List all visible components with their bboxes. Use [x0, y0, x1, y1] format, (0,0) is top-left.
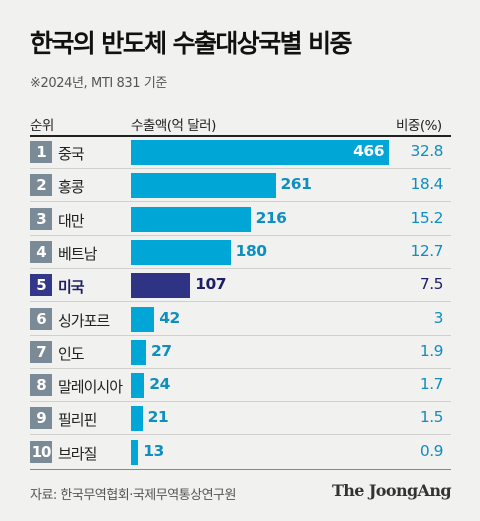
table-row: 7 인도 27 1.9 — [30, 336, 451, 369]
rank-badge: 1 — [30, 141, 52, 163]
header-rank: 순위 — [30, 118, 54, 134]
value-label: 42 — [159, 308, 180, 327]
share-label: 1.7 — [419, 375, 444, 394]
value-label: 24 — [149, 375, 170, 394]
header-share: 비중(%) — [396, 118, 442, 134]
rank-badge: 2 — [30, 174, 52, 197]
share-label: 3 — [433, 308, 444, 327]
country-label: 브라질 — [58, 444, 97, 463]
row-divider — [30, 267, 451, 269]
rank-badge: 8 — [30, 374, 52, 397]
country-label: 대만 — [58, 211, 85, 230]
table-row: 5 미국 107 7.5 — [30, 269, 451, 303]
table-row: 2 홍콩 261 18.4 — [30, 169, 451, 203]
share-label: 12.7 — [410, 241, 443, 260]
chart-subtitle: ※2024년, MTI 831 기준 — [30, 76, 167, 91]
value-label: 21 — [147, 408, 169, 427]
bottom-rule — [30, 469, 451, 470]
rank-badge: 7 — [30, 340, 52, 363]
row-divider — [30, 168, 451, 169]
country-label: 홍콩 — [58, 178, 85, 197]
chart-title: 한국의 반도체 수출대상국별 비중 — [30, 29, 353, 58]
header-rule — [30, 135, 451, 137]
rank-badge: 10 — [30, 440, 52, 463]
row-divider — [30, 301, 451, 303]
rank-badge: 3 — [30, 207, 52, 230]
row-divider — [30, 367, 451, 369]
country-label: 말레이시아 — [58, 378, 123, 397]
publisher-logo: The JoongAng — [331, 481, 452, 500]
country-label: 필리핀 — [58, 411, 97, 430]
source-note: 자료: 한국무역협회·국제무역통상연구원 — [30, 488, 236, 503]
row-divider — [30, 234, 451, 236]
value-label: 180 — [235, 241, 267, 260]
rank-badge: 9 — [30, 407, 52, 430]
country-label: 미국 — [58, 278, 85, 297]
value-label: 13 — [143, 441, 164, 460]
share-label: 1.5 — [419, 408, 444, 427]
share-label: 32.8 — [410, 142, 443, 160]
rank-badge: 5 — [30, 274, 52, 297]
row-divider — [30, 401, 451, 403]
bar — [131, 306, 155, 332]
bar — [131, 239, 231, 265]
value-label: 107 — [195, 275, 227, 294]
bar — [131, 373, 145, 399]
country-label: 베트남 — [58, 244, 97, 263]
table-row: 8 말레이시아 24 1.7 — [30, 369, 451, 403]
table-row: 9 필리핀 21 1.5 — [30, 402, 451, 436]
header-export-value: 수출액(억 달러) — [131, 118, 216, 134]
bar — [131, 439, 139, 465]
share-label: 15.2 — [410, 208, 443, 227]
row-divider — [30, 434, 451, 436]
bar — [131, 173, 276, 199]
table-row: 1 중국 466 32.8 — [30, 136, 451, 169]
row-divider — [30, 201, 451, 203]
rank-badge: 4 — [30, 240, 52, 263]
bar — [131, 273, 191, 299]
bar — [131, 206, 251, 232]
share-label: 18.4 — [410, 175, 443, 194]
row-divider — [30, 334, 451, 336]
value-label: 27 — [150, 341, 172, 360]
table-row: 3 대만 216 15.2 — [30, 203, 451, 236]
bar — [131, 140, 389, 165]
table-row: 6 싱가포르 42 3 — [30, 303, 451, 336]
share-label: 7.5 — [419, 275, 444, 294]
share-label: 0.9 — [419, 441, 444, 460]
value-label: 216 — [255, 208, 287, 227]
bar — [131, 406, 143, 432]
value-label: 466 — [353, 142, 384, 160]
table-row: 4 베트남 180 12.7 — [30, 236, 451, 269]
country-label: 중국 — [58, 145, 85, 163]
share-label: 1.9 — [419, 341, 444, 360]
country-label: 싱가포르 — [58, 311, 110, 330]
bar — [131, 339, 146, 365]
value-label: 261 — [280, 175, 312, 194]
rank-badge: 6 — [30, 307, 52, 330]
country-label: 인도 — [58, 344, 85, 363]
table-row: 10 브라질 13 0.9 — [30, 436, 451, 469]
